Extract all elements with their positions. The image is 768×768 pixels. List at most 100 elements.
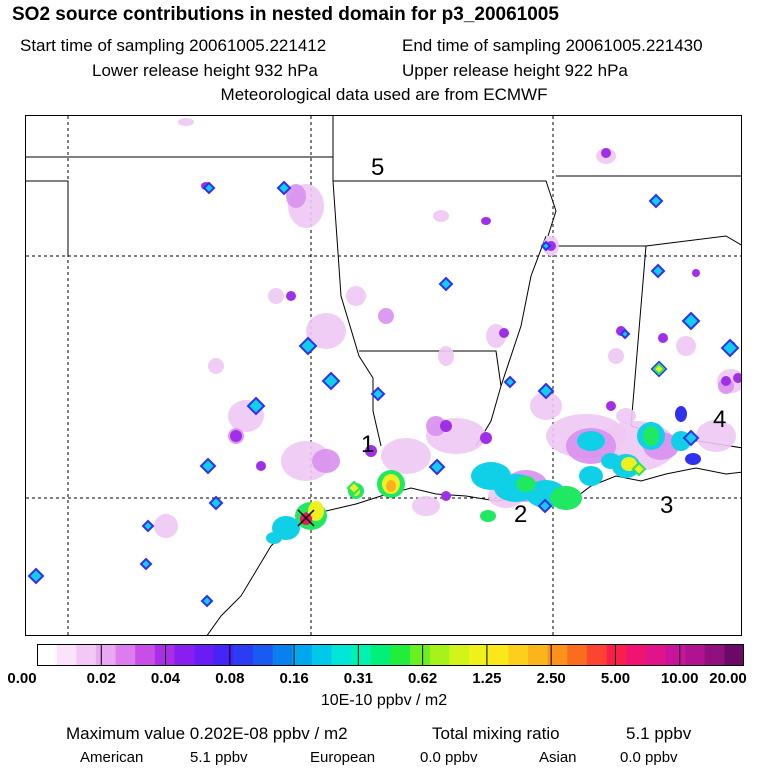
- colorbar-swatch: [508, 644, 529, 666]
- source-diamond: [652, 362, 666, 376]
- colorbar-swatch: [194, 644, 215, 666]
- colorbar-tick-label: 0.00: [7, 670, 37, 687]
- plume-blob: [438, 346, 454, 366]
- colorbar-swatch: [547, 644, 568, 666]
- upper-release-height-label: Upper release height 922 hPa: [402, 61, 628, 80]
- colorbar-swatch: [527, 644, 548, 666]
- plume-blob: [441, 491, 451, 501]
- source-diamond: [200, 594, 214, 608]
- colorbar-swatch: [135, 644, 156, 666]
- source-diamond: [246, 396, 266, 416]
- plume-blob: [675, 406, 687, 422]
- colorbar-tick-label: 10.00: [660, 670, 699, 687]
- plume-blob: [733, 373, 741, 383]
- source-american-name: American: [80, 749, 144, 766]
- lower-release-height-label: Lower release height 932 hPa: [92, 61, 318, 80]
- plume-blob: [365, 445, 377, 457]
- max-source-marker: [297, 509, 315, 527]
- plume-blob: [577, 431, 605, 451]
- texas-coastline: [206, 545, 272, 635]
- colorbar-swatch: [174, 644, 195, 666]
- start-time-label: Start time of sampling 20061005.221412: [20, 36, 327, 55]
- colorbar-swatch: [469, 644, 489, 666]
- plume-blob: [154, 514, 178, 538]
- source-diamond: [321, 371, 341, 391]
- plume-blob: [685, 453, 701, 465]
- source-european-name: European: [310, 749, 376, 766]
- plume-blob: [308, 501, 324, 521]
- colorbar-swatch: [311, 644, 332, 666]
- colorbar-swatch: [410, 644, 431, 666]
- plume-blob: [616, 408, 636, 424]
- source-diamond: [428, 458, 446, 476]
- colorbar-swatch: [586, 644, 607, 666]
- plume-blob: [426, 416, 446, 436]
- plume-blob: [286, 184, 306, 208]
- source-asian-value: 0.0 ppbv: [620, 749, 678, 766]
- region-label-1: 1: [361, 431, 375, 458]
- source-diamond: [648, 193, 664, 209]
- plume-blob: [268, 288, 284, 304]
- region-label-2: 2: [514, 501, 528, 528]
- source-diamond: [619, 328, 631, 340]
- plume-blob: [381, 438, 431, 474]
- colorbar-swatch: [56, 644, 77, 666]
- source-european-value: 0.0 ppbv: [420, 749, 478, 766]
- colorbar-tick-label: 0.16: [279, 670, 309, 687]
- colorbar-tick-label: 0.04: [150, 670, 181, 687]
- source-american-value: 5.1 ppbv: [190, 749, 248, 766]
- colorbar-swatch: [645, 644, 666, 666]
- plume-blob: [480, 432, 492, 444]
- source-diamond: [370, 386, 386, 402]
- colorbar-frame: [37, 644, 744, 666]
- source-diamond: [298, 336, 318, 356]
- source-diamond: [650, 263, 666, 279]
- colorbar-tick-label: 0.31: [343, 670, 373, 687]
- colorbar-swatch: [95, 644, 116, 666]
- colorbar-swatch: [665, 644, 686, 666]
- plume-blob: [378, 308, 394, 324]
- end-time-label: End time of sampling 20061005.221430: [402, 36, 703, 55]
- source-asian-name: Asian: [539, 749, 577, 766]
- max-value-label: Maximum value 0.202E-08 ppbv / m2: [66, 724, 348, 743]
- colorbar: [37, 644, 744, 666]
- plume-blob: [658, 333, 668, 343]
- plume-blob: [312, 449, 340, 473]
- source-diamond: [27, 567, 45, 585]
- plume-blob: [516, 476, 536, 492]
- plume-blob: [676, 336, 696, 356]
- colorbar-swatch: [704, 644, 725, 666]
- region-label-3: 3: [660, 492, 674, 519]
- source-diamond: [631, 461, 647, 477]
- plume-blob: [440, 420, 452, 432]
- colorbar-swatch: [37, 644, 57, 666]
- plume-blob: [412, 496, 440, 516]
- colorbar-swatch: [292, 644, 313, 666]
- graticule: [26, 116, 741, 635]
- plume-blob: [286, 291, 296, 301]
- colorbar-swatch: [76, 644, 97, 666]
- colorbar-units: 10E-10 ppbv / m2: [320, 692, 448, 709]
- map-canvas: [26, 116, 741, 635]
- colorbar-tick-label: 1.25: [472, 670, 502, 687]
- state-border-nm: [26, 180, 69, 256]
- state-border-tn: [645, 235, 741, 247]
- plume-blob: [608, 348, 624, 364]
- source-diamond: [682, 429, 700, 447]
- plume-blob: [601, 148, 611, 158]
- plume-blob: [433, 210, 449, 222]
- colorbar-swatch: [567, 644, 588, 666]
- source-diamond: [346, 480, 362, 496]
- region-label-5: 5: [371, 154, 385, 181]
- source-diamond: [202, 181, 216, 195]
- source-diamond: [540, 240, 552, 252]
- basemap: [26, 116, 741, 635]
- colorbar-swatch: [233, 644, 254, 666]
- plume-blob: [579, 466, 603, 486]
- plume-blob: [386, 480, 396, 492]
- source-diamond: [199, 457, 217, 475]
- source-diamond: [681, 311, 701, 331]
- colorbar-swatch: [331, 644, 352, 666]
- river-border: [500, 235, 547, 387]
- colorbar-tick-label: 0.62: [408, 670, 438, 687]
